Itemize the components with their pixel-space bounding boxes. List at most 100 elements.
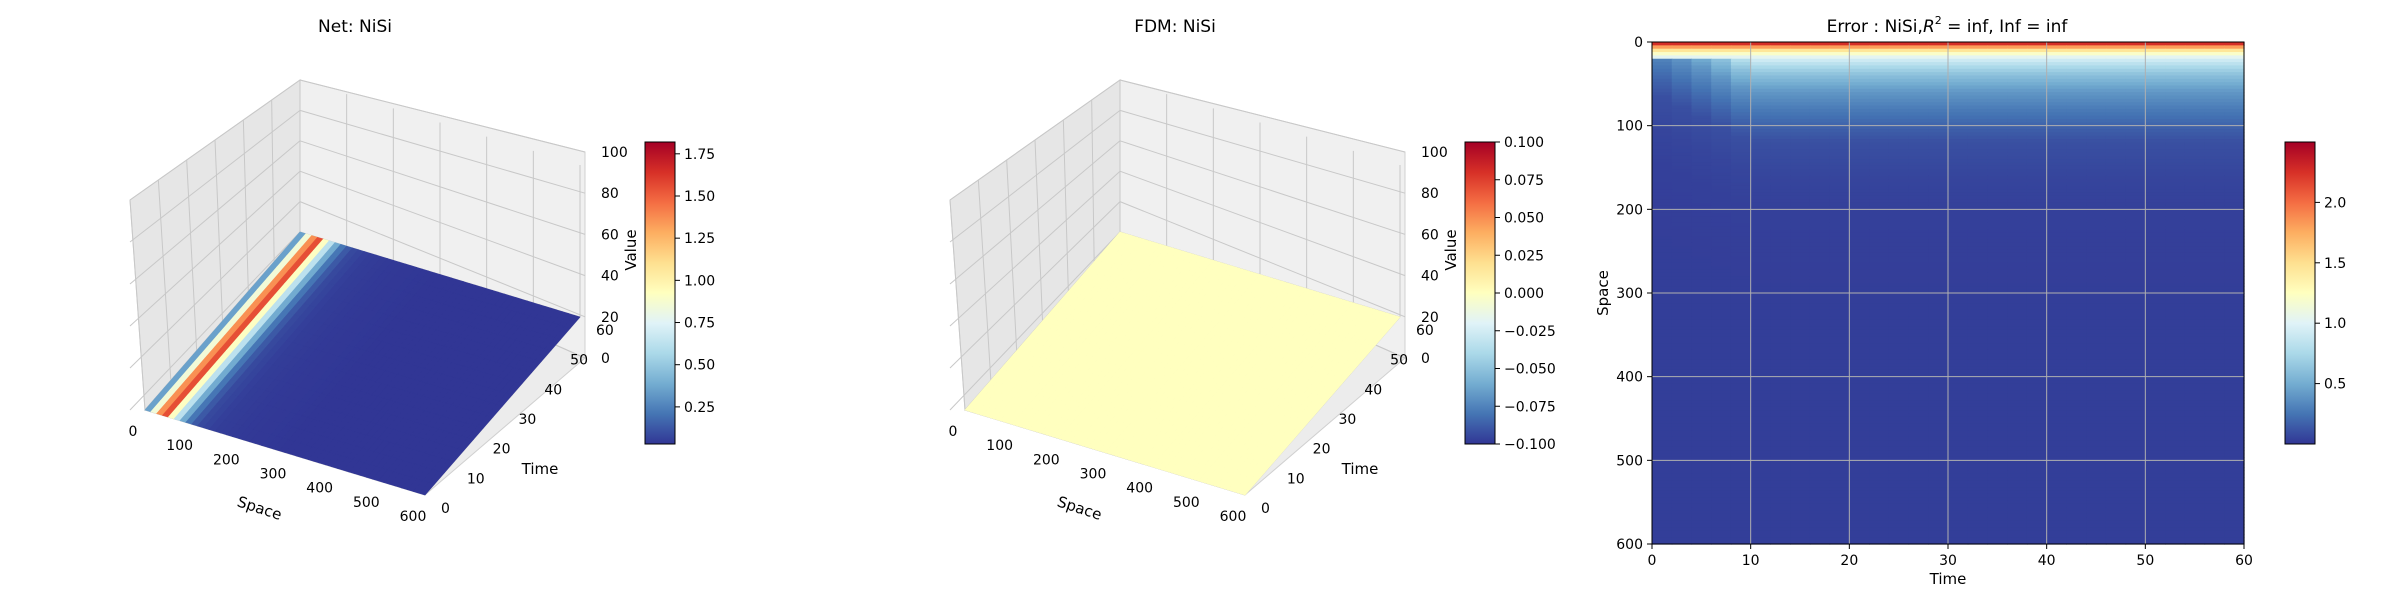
heatmap-cell	[2105, 72, 2127, 77]
heatmap-cell	[1790, 229, 1811, 234]
heatmap-cell	[2125, 115, 2146, 120]
heatmap-cell	[1928, 400, 1949, 405]
heatmap-cell	[2066, 105, 2087, 110]
heatmap-cell	[1691, 58, 1712, 63]
heatmap-cell	[1869, 88, 1890, 93]
heatmap-cell	[2204, 390, 2225, 394]
heatmap-cell	[1987, 75, 2008, 80]
heatmap-cell	[2086, 303, 2107, 307]
heatmap-cell	[1671, 246, 1693, 251]
heatmap-cell	[2086, 139, 2107, 143]
heatmap-cell	[2007, 309, 2028, 314]
heatmap-cell	[2046, 303, 2067, 307]
heatmap-cell	[2007, 45, 2028, 50]
heatmap-cell	[2125, 58, 2146, 63]
heatmap-cell	[1888, 256, 1910, 261]
heatmap-cell	[1790, 316, 1811, 321]
heatmap-cell	[2026, 129, 2048, 133]
heatmap-cell	[1790, 205, 1811, 210]
heatmap-cell	[1790, 142, 1811, 147]
error-heatmap	[1652, 42, 2245, 545]
heatmap-cell	[2145, 393, 2166, 398]
heatmap-cell	[1967, 256, 1989, 261]
heatmap-cell	[1770, 293, 1791, 297]
error-title-r: R	[1923, 17, 1935, 37]
heatmap-cell	[1770, 386, 1791, 391]
heatmap-cell	[1829, 226, 1850, 231]
heatmap-cell	[2105, 159, 2127, 164]
heatmap-cell	[2184, 236, 2206, 241]
heatmap-cell	[1888, 376, 1910, 381]
heatmap-cell	[1948, 333, 1969, 338]
heatmap-cell	[2046, 172, 2067, 177]
heatmap-cell	[2184, 369, 2206, 374]
heatmap-cell	[2204, 236, 2225, 241]
heatmap-cell	[2105, 172, 2127, 177]
heatmap-cell	[2145, 259, 2166, 264]
heatmap-cell	[2204, 199, 2225, 204]
heatmap-cell	[1967, 380, 1989, 384]
heatmap-cell	[2224, 369, 2245, 374]
heatmap-cell	[2165, 115, 2186, 120]
heatmap-cell	[1967, 229, 1989, 234]
heatmap-cell	[1671, 339, 1693, 344]
heatmap-cell	[2125, 132, 2146, 137]
heatmap-cell	[1750, 219, 1771, 224]
heatmap-cell	[1691, 216, 1712, 220]
heatmap-cell	[2184, 122, 2206, 127]
heatmap-cell	[2165, 316, 2186, 321]
heatmap-cell	[1967, 400, 1989, 405]
heatmap-cell	[1987, 139, 2008, 143]
heatmap-cell	[2224, 376, 2245, 381]
heatmap-cell	[2105, 262, 2127, 267]
heatmap-cell	[1869, 299, 1890, 304]
heatmap-cell	[1809, 333, 1831, 338]
heatmap-cell	[1809, 142, 1831, 147]
heatmap-cell	[2066, 118, 2087, 123]
heatmap-cell	[1671, 72, 1693, 77]
heatmap-cell	[1671, 172, 1693, 177]
heatmap-cell	[2125, 239, 2146, 244]
heatmap-cell	[1967, 282, 1989, 287]
heatmap-cell	[2224, 129, 2245, 133]
heatmap-cell	[1869, 252, 1890, 257]
heatmap-cell	[1730, 296, 1752, 301]
heatmap-cell	[1869, 303, 1890, 307]
heatmap-cell	[2204, 316, 2225, 321]
heatmap-cell	[2086, 92, 2107, 97]
heatmap-cell	[1987, 132, 2008, 137]
z-tick-label: 100	[601, 145, 628, 161]
heatmap-cell	[2086, 85, 2107, 90]
heatmap-cell	[2204, 82, 2225, 87]
heatmap-cell	[1829, 105, 1850, 110]
heatmap-cell	[1809, 165, 1831, 170]
heatmap-cell	[1671, 226, 1693, 231]
heatmap-cell	[2026, 403, 2048, 408]
heatmap-cell	[2125, 88, 2146, 93]
heatmap-cell	[1869, 363, 1890, 368]
heatmap-cell	[2026, 363, 2048, 368]
heatmap-cell	[1908, 68, 1929, 73]
heatmap-cell	[2145, 316, 2166, 321]
heatmap-cell	[1770, 369, 1791, 374]
heatmap-cell	[1750, 102, 1771, 107]
heatmap-cell	[2145, 185, 2166, 190]
heatmap-cell	[2086, 272, 2107, 277]
heatmap-cell	[2026, 199, 2048, 204]
heatmap-cell	[1869, 262, 1890, 267]
heatmap-cell	[2105, 380, 2127, 384]
heatmap-cell	[2046, 212, 2067, 217]
heatmap-cell	[2046, 216, 2067, 220]
heatmap-cell	[1730, 249, 1752, 254]
heatmap-cell	[2026, 139, 2048, 143]
heatmap-cell	[2026, 159, 2048, 164]
heatmap-cell	[1652, 239, 1673, 244]
heatmap-cell	[2204, 98, 2225, 103]
heatmap-cell	[2184, 396, 2206, 401]
heatmap-cell	[1928, 132, 1949, 137]
heatmap-cell	[1750, 145, 1771, 150]
heatmap-cell	[1750, 323, 1771, 328]
heatmap-cell	[2224, 400, 2245, 405]
heatmap-cell	[2046, 95, 2067, 100]
heatmap-cell	[1908, 319, 1929, 324]
